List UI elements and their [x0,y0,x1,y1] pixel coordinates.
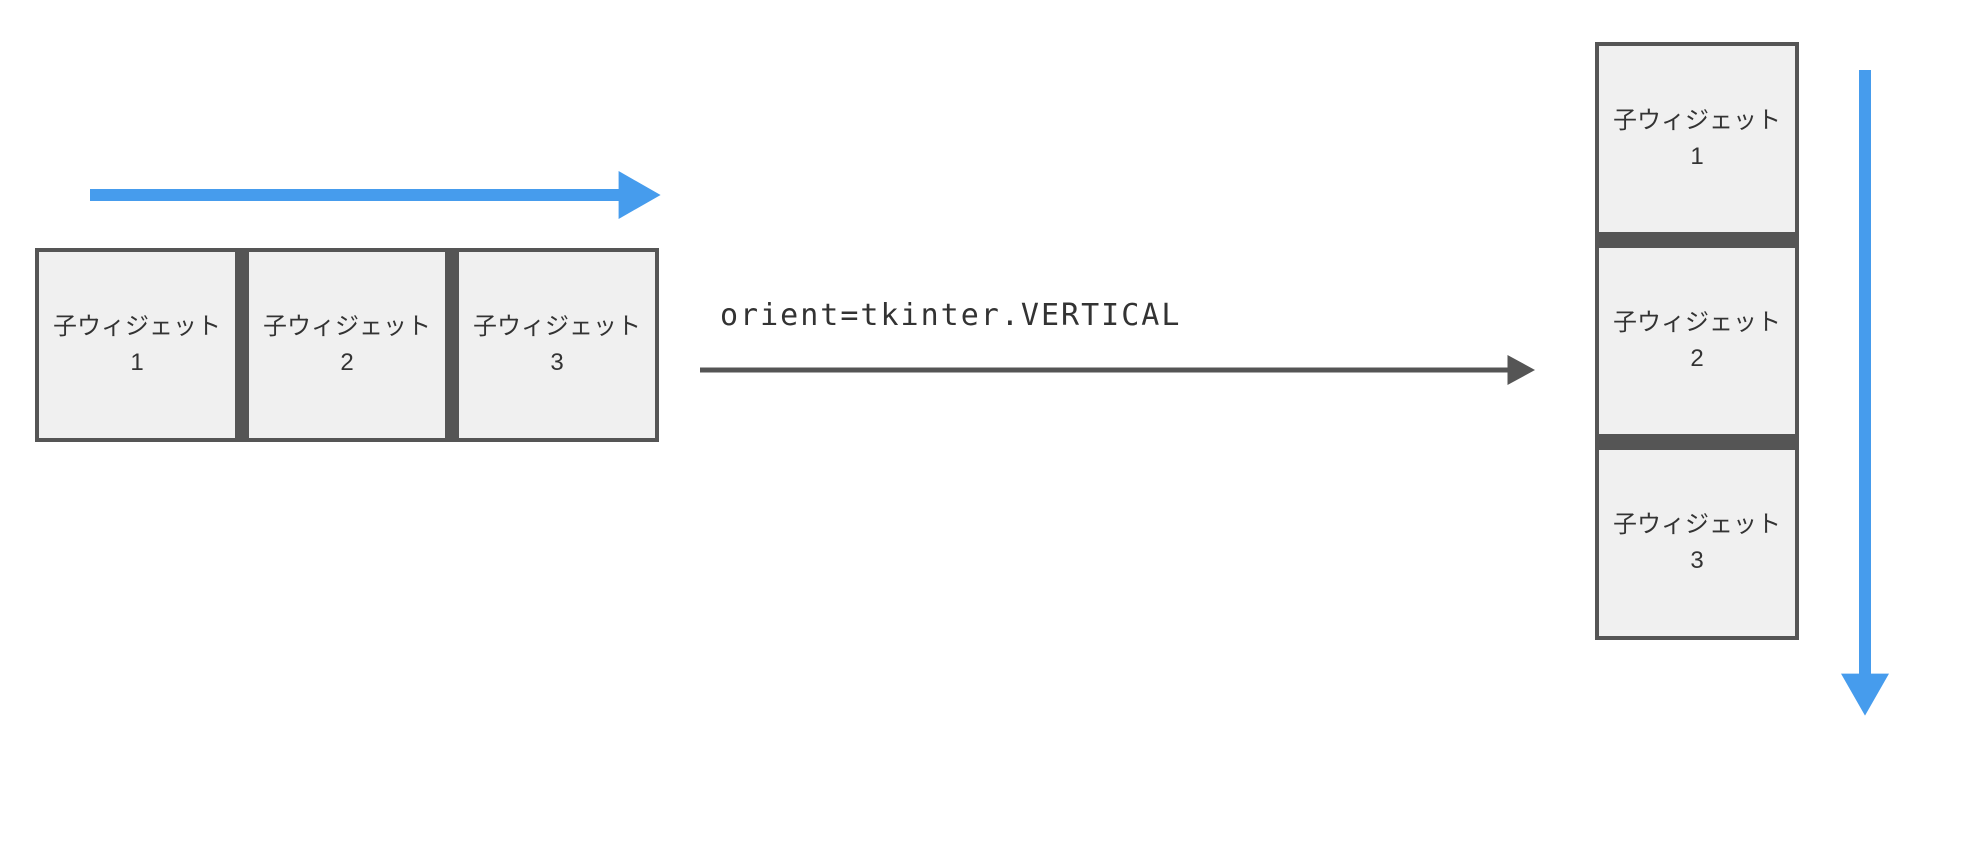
v-widget-2-label-line1: 子ウィジェット [1613,305,1781,341]
v-widget-2: 子ウィジェット 2 [1597,246,1797,436]
vertical-widget-panel: 子ウィジェット 1 子ウィジェット 2 子ウィジェット 3 [1595,42,1799,640]
code-label: orient=tkinter.VERTICAL [720,298,1181,333]
h-widget-3-label-line2: 3 [550,345,563,381]
v-widget-3-label-line2: 3 [1690,543,1703,579]
h-widget-3-label-line1: 子ウィジェット [473,309,641,345]
v-widget-1: 子ウィジェット 1 [1597,44,1797,234]
h-widget-1-label-line1: 子ウィジェット [53,309,221,345]
h-widget-2-label-line2: 2 [340,345,353,381]
v-widget-1-label-line2: 1 [1690,139,1703,175]
h-widget-2: 子ウィジェット 2 [247,250,447,440]
v-widget-1-label-line1: 子ウィジェット [1613,103,1781,139]
v-widget-3: 子ウィジェット 3 [1597,448,1797,638]
v-widget-3-label-line1: 子ウィジェット [1613,507,1781,543]
h-widget-1-label-line2: 1 [130,345,143,381]
h-widget-3: 子ウィジェット 3 [457,250,657,440]
horizontal-widget-panel: 子ウィジェット 1 子ウィジェット 2 子ウィジェット 3 [35,248,659,442]
h-widget-2-label-line1: 子ウィジェット [263,309,431,345]
v-widget-2-label-line2: 2 [1690,341,1703,377]
h-widget-1: 子ウィジェット 1 [37,250,237,440]
